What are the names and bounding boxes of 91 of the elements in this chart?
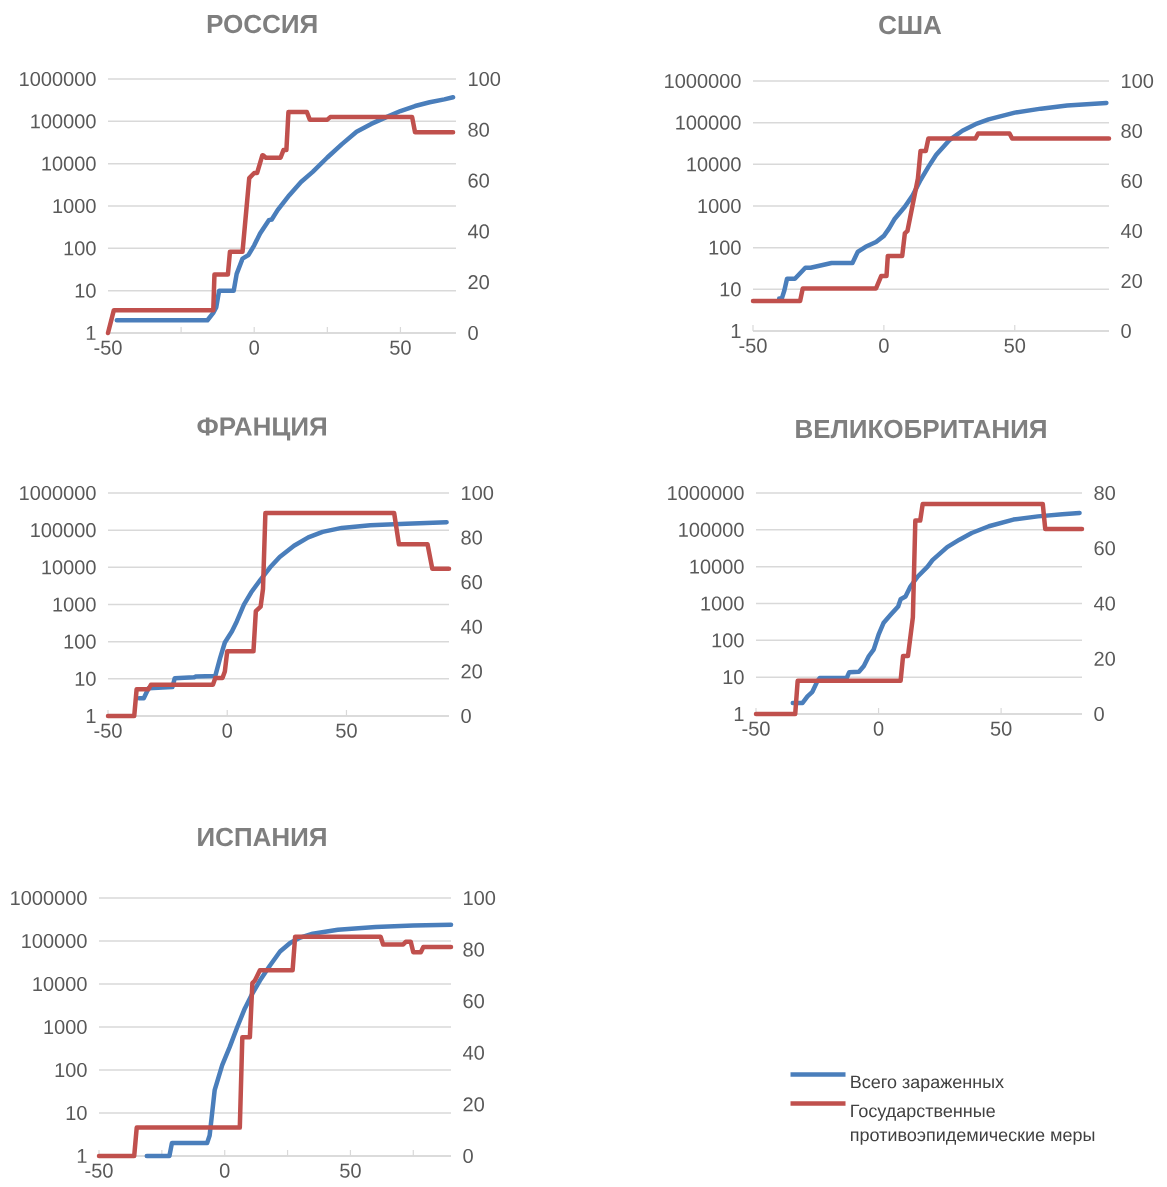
y-tick-label: 1000: [44, 1019, 87, 1035]
line-series: [136, 520, 449, 701]
x-tick-label: -50: [742, 721, 770, 736]
y2-tick-label: 20: [1121, 273, 1142, 289]
y2-tick-label: 0: [468, 325, 478, 341]
x-tick-label: 50: [390, 340, 411, 355]
y-tick-label: 100000: [22, 933, 87, 949]
y2-tick-label: 40: [1093, 596, 1115, 611]
y-tick-label: 10: [75, 671, 96, 686]
y-tick-label: 1000000: [668, 485, 744, 501]
y-tick-label: 1000000: [665, 73, 741, 89]
chart-title: ВЕЛИКОБРИТАНИЯ: [796, 419, 1046, 439]
y2-tick-label: 0: [463, 1148, 473, 1164]
x-tick-label: 0: [222, 723, 232, 738]
y-tick-label: 100: [64, 634, 96, 649]
y2-tick-label: 80: [1121, 123, 1142, 139]
chart-title: ИСПАНИЯ: [198, 827, 326, 847]
y-tick-label: 100: [64, 241, 96, 256]
line-series: [790, 510, 1082, 706]
y2-tick-label: 40: [460, 619, 482, 634]
y2-tick-label: 0: [461, 708, 471, 724]
chart-title: США: [879, 15, 942, 35]
y2-tick-label: 20: [468, 275, 489, 290]
y2-tick-label: 100: [469, 71, 501, 87]
y-tick-label: 1000: [53, 198, 96, 214]
y-tick-label: 10000: [42, 156, 96, 171]
y2-tick-label: 60: [463, 994, 484, 1009]
y2-tick-label: 60: [1121, 173, 1142, 189]
y-tick-label: 1000: [701, 596, 744, 611]
y-tick-label: 1000000: [20, 71, 96, 87]
x-tick-label: -50: [739, 338, 767, 353]
y2-tick-label: 60: [468, 173, 489, 188]
y-tick-label: 1: [77, 1149, 87, 1163]
line-series: [750, 131, 1112, 304]
y2-tick-label: 0: [1121, 323, 1131, 339]
chart-title: РОССИЯ: [207, 14, 317, 34]
y-tick-label: 100: [712, 633, 744, 648]
x-tick-label: -50: [94, 340, 122, 355]
y2-tick-label: 40: [463, 1045, 484, 1060]
y-tick-label: 100000: [31, 114, 96, 129]
y-tick-label: 10: [720, 282, 741, 297]
y2-tick-label: 40: [467, 224, 489, 239]
x-tick-label: 50: [336, 723, 357, 738]
y-tick-label: 100000: [679, 522, 744, 537]
y-tick-label: 100: [709, 240, 741, 255]
x-tick-label: -50: [94, 723, 122, 738]
x-tick-label: 0: [219, 1163, 230, 1178]
y2-tick-label: 40: [1120, 223, 1142, 239]
y2-tick-label: 80: [463, 942, 484, 957]
legend-label: Всего зараженных: [851, 1075, 1004, 1092]
y-tick-label: 10000: [687, 157, 741, 172]
x-tick-label: -50: [85, 1163, 113, 1178]
x-tick-label: 50: [1004, 338, 1026, 353]
y-tick-label: 100000: [676, 115, 741, 130]
y-tick-label: 1: [86, 326, 96, 340]
y-tick-label: 1: [731, 324, 741, 338]
chart-title: ФРАНЦИЯ: [197, 417, 326, 441]
y-tick-label: 10: [75, 283, 96, 298]
y-tick-label: 1: [86, 709, 96, 723]
y2-tick-label: 80: [461, 530, 482, 545]
y-tick-label: 1: [734, 707, 744, 721]
y-tick-label: 1000: [698, 198, 741, 214]
y2-tick-label: 100: [1122, 73, 1154, 89]
y-tick-label: 1000000: [11, 890, 87, 906]
y2-tick-label: 80: [1094, 485, 1115, 501]
y-tick-label: 10000: [33, 976, 87, 992]
line-series: [144, 922, 454, 1159]
y-tick-label: 100: [55, 1062, 87, 1078]
y2-tick-label: 20: [1094, 651, 1115, 666]
y-tick-label: 100000: [31, 523, 96, 538]
x-tick-label: 50: [340, 1163, 361, 1178]
y2-tick-label: 0: [1094, 706, 1104, 722]
x-tick-label: 0: [879, 338, 889, 353]
x-tick-label: 50: [990, 721, 1012, 736]
y2-tick-label: 100: [462, 485, 494, 501]
text: Государственные противоэпидемические меры: [851, 1104, 1095, 1145]
y-tick-label: 10: [66, 1105, 87, 1121]
y2-tick-label: 60: [461, 575, 482, 590]
y2-tick-label: 100: [464, 890, 496, 906]
y2-tick-label: 60: [1094, 541, 1115, 556]
x-tick-label: 0: [249, 340, 259, 355]
y-tick-label: 1000000: [20, 485, 96, 501]
line-series: [776, 100, 1109, 301]
y2-tick-label: 20: [463, 1097, 484, 1112]
y-tick-label: 10000: [42, 560, 96, 575]
y-tick-label: 1000: [53, 597, 96, 612]
y2-tick-label: 20: [461, 664, 482, 679]
y-tick-label: 10: [723, 670, 744, 685]
y-tick-label: 10000: [690, 559, 744, 574]
x-tick-label: 0: [873, 721, 884, 736]
y2-tick-label: 80: [468, 122, 489, 137]
